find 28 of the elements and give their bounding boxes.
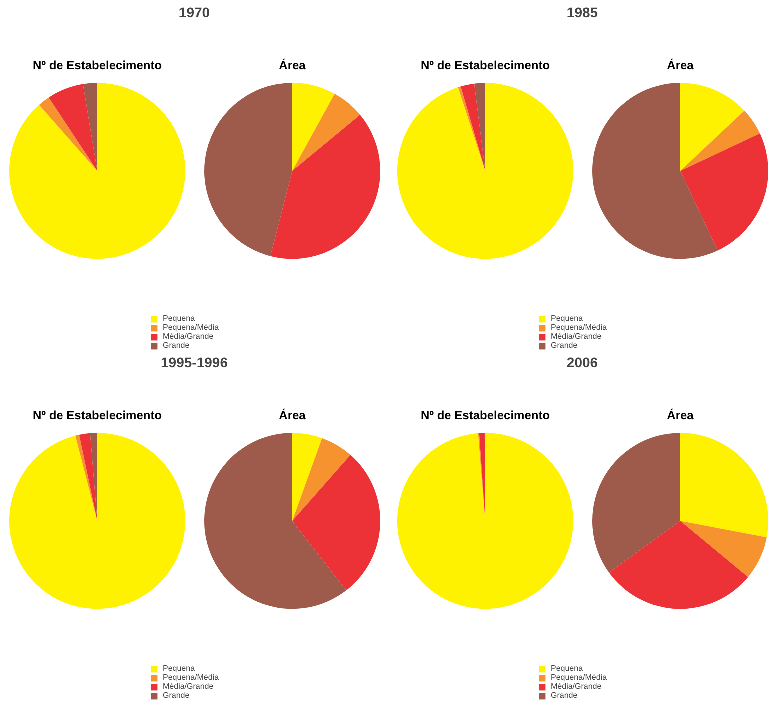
legend-label: Pequena/Média <box>163 323 220 332</box>
legend-label: Pequena <box>163 664 196 673</box>
legend-label: Grande <box>551 691 578 700</box>
slice-label: Nº de Estabelecimento <box>420 58 550 73</box>
legend-label: Pequena/Média <box>163 673 220 682</box>
legend-label: Pequena <box>551 664 584 673</box>
chart-title: 2006 <box>566 354 598 370</box>
slice-label: Área <box>667 58 694 73</box>
chart-title: 1995-1996 <box>161 354 228 370</box>
legend-label: Pequena/Média <box>551 323 608 332</box>
legend-label: Média/Grande <box>163 682 214 691</box>
slice-label: Nº de Estabelecimento <box>420 408 550 423</box>
legend-label: Grande <box>163 341 190 350</box>
slice-label: Nº de Estabelecimento <box>32 58 162 73</box>
legend-label: Pequena <box>163 314 196 323</box>
chart-title: 1985 <box>566 4 598 20</box>
legend-label: Média/Grande <box>551 682 602 691</box>
slice-label: Área <box>279 408 306 423</box>
legend-label: Média/Grande <box>551 332 602 341</box>
slice-label: Área <box>279 58 306 73</box>
legend-label: Pequena/Média <box>551 673 608 682</box>
legend-label: Grande <box>163 691 190 700</box>
slice-label: Nº de Estabelecimento <box>32 408 162 423</box>
slice-label: Área <box>667 408 694 423</box>
legend-label: Grande <box>551 341 578 350</box>
legend-label: Pequena <box>551 314 584 323</box>
legend-label: Média/Grande <box>163 332 214 341</box>
chart-title: 1970 <box>178 4 210 20</box>
